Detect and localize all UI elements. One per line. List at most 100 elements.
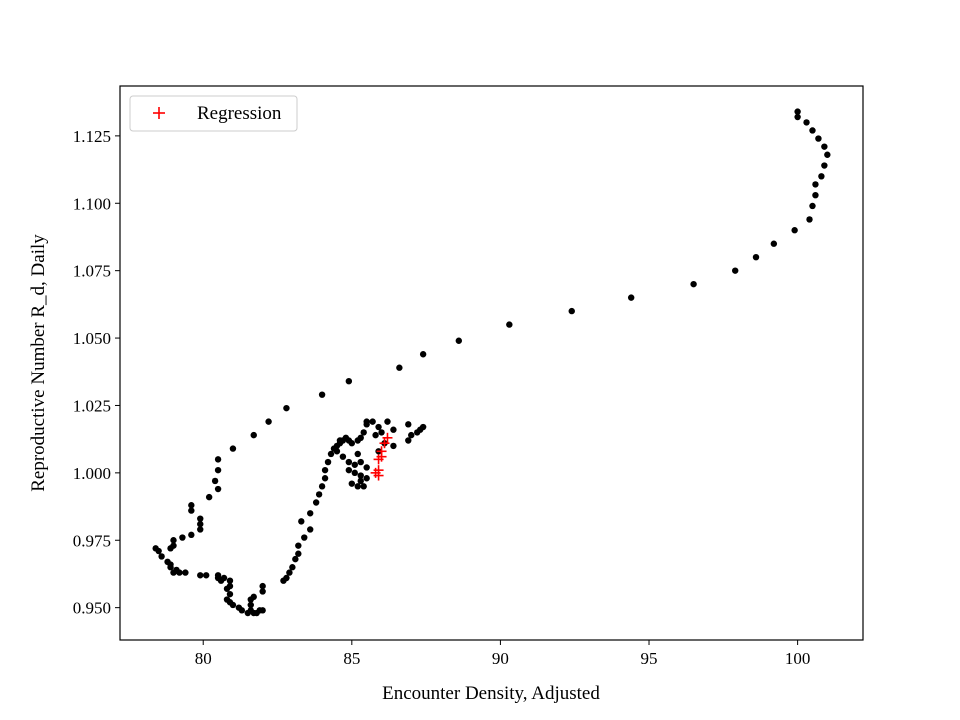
data-point — [307, 510, 314, 517]
x-tick-label: 100 — [785, 649, 811, 668]
data-point — [360, 429, 367, 436]
data-point — [568, 307, 575, 315]
data-point — [223, 585, 231, 592]
data-point — [321, 475, 329, 482]
data-point — [363, 464, 370, 471]
y-axis-label: Reproductive Number R_d, Daily — [28, 234, 49, 492]
data-point — [812, 181, 819, 188]
data-point — [809, 202, 816, 210]
data-point — [250, 431, 257, 439]
data-point — [229, 445, 237, 452]
data-point — [348, 480, 356, 487]
x-tick-label: 95 — [641, 649, 658, 668]
data-point — [627, 294, 635, 301]
data-point — [363, 475, 370, 482]
data-point — [197, 572, 204, 579]
data-point — [324, 458, 332, 466]
x-axis-label: Encounter Density, Adjusted — [382, 683, 600, 704]
y-tick-label: 1.100 — [73, 194, 111, 213]
data-point — [318, 483, 326, 490]
data-point — [250, 593, 257, 601]
data-point — [405, 437, 412, 444]
data-point — [375, 423, 382, 431]
data-point — [342, 434, 350, 442]
data-point — [824, 151, 831, 158]
y-tick-label: 0.975 — [73, 531, 111, 550]
data-point — [188, 531, 195, 539]
data-point — [197, 520, 204, 528]
data-point — [384, 418, 391, 425]
data-point — [202, 572, 210, 579]
data-point — [396, 364, 403, 371]
x-tick-label: 80 — [195, 649, 212, 668]
data-point — [289, 564, 296, 571]
data-point — [333, 448, 341, 455]
data-point — [357, 472, 364, 479]
legend-marker-regression — [153, 107, 165, 119]
data-point — [226, 577, 234, 584]
data-point — [360, 483, 367, 490]
data-point — [315, 491, 323, 498]
y-tick-label: 0.950 — [73, 599, 111, 618]
data-point — [158, 553, 165, 560]
data-point — [806, 216, 813, 223]
data-point — [211, 477, 219, 485]
data-point — [348, 440, 356, 447]
points-layer — [152, 108, 831, 617]
data-point — [259, 582, 266, 590]
data-point — [327, 450, 335, 458]
data-point — [770, 240, 778, 247]
data-point — [298, 518, 305, 525]
data-point — [812, 191, 819, 199]
data-point — [247, 601, 254, 609]
data-point — [809, 127, 816, 134]
regression-point — [376, 446, 387, 457]
data-point — [821, 143, 828, 150]
data-point — [167, 545, 174, 552]
data-point — [408, 431, 415, 439]
data-point — [732, 267, 739, 274]
data-point — [351, 469, 358, 477]
legend-label-regression: Regression — [197, 103, 282, 124]
y-tick-label: 1.075 — [73, 262, 111, 281]
data-point — [791, 227, 798, 234]
y-tick-label: 1.000 — [73, 464, 111, 483]
data-point — [307, 526, 314, 533]
data-point — [188, 507, 195, 514]
data-point — [229, 601, 237, 609]
data-point — [155, 547, 162, 555]
data-point — [818, 173, 825, 180]
data-point — [390, 442, 397, 450]
data-point — [259, 607, 266, 614]
data-point — [794, 113, 801, 121]
data-point — [217, 577, 225, 584]
data-point — [357, 477, 364, 485]
data-point — [295, 550, 302, 557]
data-point — [690, 280, 697, 288]
data-point — [351, 461, 358, 468]
data-point — [752, 253, 760, 261]
data-point — [295, 542, 302, 549]
data-point — [321, 466, 329, 474]
y-axis-ticks: 0.950 0.975 1.000 1.025 1.050 1.075 1.100 1.125 — [73, 127, 120, 618]
data-point — [455, 337, 463, 344]
data-point — [345, 466, 353, 474]
regression-point — [379, 438, 390, 449]
data-point — [419, 351, 427, 358]
data-point — [339, 453, 347, 460]
data-point — [188, 502, 195, 509]
data-point — [821, 162, 828, 169]
data-point — [372, 431, 379, 439]
data-point — [283, 404, 290, 412]
data-point — [283, 574, 290, 582]
data-point — [214, 485, 222, 493]
data-point — [286, 569, 293, 576]
data-point — [419, 423, 427, 431]
data-point — [318, 391, 326, 398]
data-point — [363, 418, 370, 425]
plot-background — [120, 86, 863, 640]
x-tick-label: 85 — [343, 649, 360, 668]
data-point — [378, 429, 385, 436]
data-point — [259, 588, 266, 595]
